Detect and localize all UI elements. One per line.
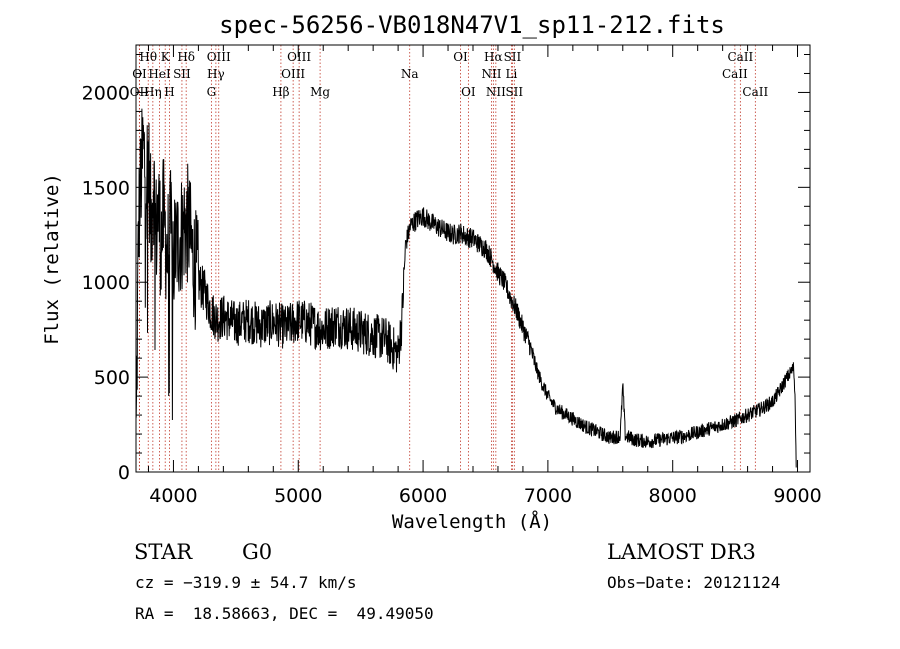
spectral-line-label: SII (504, 50, 522, 64)
spectral-line-label: OI (453, 50, 468, 64)
spectral-line-label: OI (461, 85, 476, 99)
spectral-line-label: Hγ (207, 67, 225, 81)
spectral-line-label: K (161, 50, 171, 64)
object-subclass: G0 (242, 540, 273, 564)
spectral-line-label: NII (486, 85, 506, 99)
survey-name: LAMOST DR3 (607, 540, 756, 564)
spectral-line-label: CaII (742, 85, 768, 99)
x-tick-label: 5000 (274, 485, 322, 507)
spectral-line-label: OIII (207, 50, 231, 64)
x-tick-label: 6000 (399, 485, 447, 507)
x-tick-label: 7000 (524, 485, 572, 507)
y-tick-label: 2000 (82, 82, 130, 104)
spectral-line-label: H (164, 85, 174, 99)
object-class: STAR (134, 540, 193, 564)
y-tick-label: 0 (118, 462, 130, 484)
spectral-line-label: Hα (484, 50, 503, 64)
spectral-line-label: Mg (310, 85, 330, 99)
spectral-line-label: OIII (281, 67, 305, 81)
spectral-line-label: Hδ (177, 50, 195, 64)
spectral-lines (138, 45, 756, 472)
spectral-line-label: NII (481, 67, 501, 81)
spectral-line-label: G (207, 85, 217, 99)
spectral-line-label: Hβ (272, 85, 289, 99)
y-tick-label: 1000 (82, 272, 130, 294)
y-tick-label: 500 (94, 367, 130, 389)
plot-frame (135, 44, 811, 473)
y-tick-label: 1500 (82, 177, 130, 199)
spectral-line-label: SII (505, 85, 523, 99)
ra-dec: RA = 18.58663, DEC = 49.49050 (135, 604, 434, 623)
spectral-line-label: OI (132, 67, 147, 81)
chart-title: spec-56256-VB018N47V1_sp11-212.fits (219, 11, 725, 39)
spectral-line-label: OIII (287, 50, 311, 64)
spectral-line-label: Hη (144, 85, 162, 99)
axis-ticks: 4000 5000 6000 7000 8000 9000 0 500 1000 1500 2000 (82, 45, 822, 507)
x-tick-label: 9000 (773, 485, 821, 507)
spectral-line-label: CaII (722, 67, 748, 81)
spectral-line-label: Na (401, 67, 419, 81)
y-axis-label: Flux (relative) (41, 173, 63, 345)
obs-date: Obs−Date: 20121124 (607, 573, 781, 592)
spectral-line-label: SII (173, 67, 191, 81)
spectral-line-label: HeI (148, 67, 171, 81)
flux-series (135, 108, 797, 468)
x-tick-label: 8000 (649, 485, 697, 507)
spectral-line-label: Hθ (139, 50, 157, 64)
spectral-line-labels: OIIOIHθHηHeIKHSIIHδGHγOIIIHβOIIIOIIIMgNa… (130, 50, 769, 99)
x-tick-label: 4000 (149, 485, 197, 507)
spectral-line-label: Li (506, 67, 518, 81)
x-axis-label: Wavelength (Å) (392, 510, 552, 533)
spectral-line-label: CaII (727, 50, 753, 64)
redshift-text: cz = −319.9 ± 54.7 km/s (135, 573, 357, 592)
